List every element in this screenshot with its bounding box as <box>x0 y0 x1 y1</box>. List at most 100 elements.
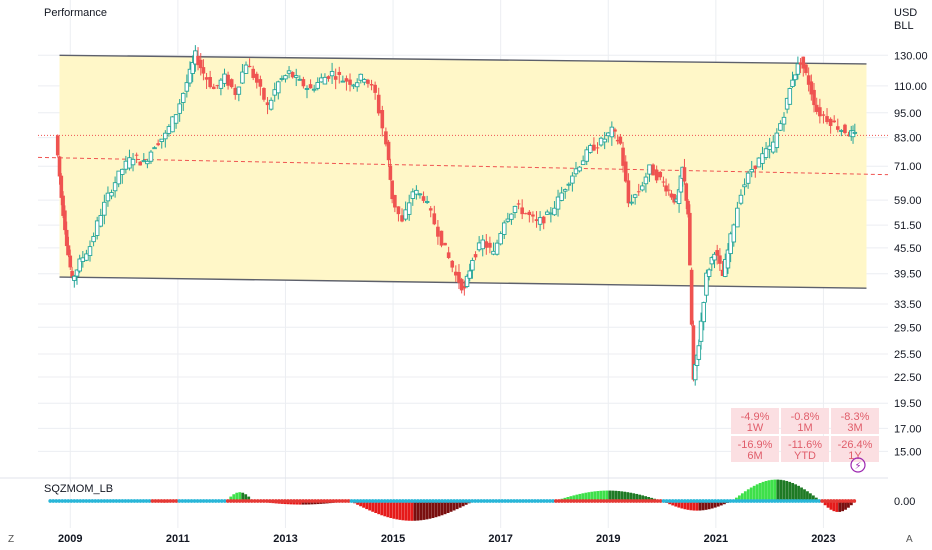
level-lines <box>37 134 889 176</box>
squeeze-dot <box>313 499 318 503</box>
candle-body <box>138 161 143 166</box>
squeeze-dot <box>589 499 594 503</box>
candle-body <box>362 79 367 83</box>
squeeze-dot <box>625 499 630 503</box>
candle-body <box>177 103 182 114</box>
momentum-bar <box>398 501 402 520</box>
squeeze-dot <box>69 499 74 503</box>
candle-body <box>236 86 242 95</box>
candle-body <box>308 84 313 89</box>
squeeze-dot <box>658 499 663 503</box>
squeeze-dot <box>201 499 206 503</box>
candle-body <box>715 250 719 256</box>
candle-body <box>98 215 104 227</box>
squeeze-dot <box>601 499 606 503</box>
time-axis[interactable]: 2009 2011 2013 2015 2017 2019 2021 2023 <box>58 533 836 545</box>
candle-body <box>120 168 125 175</box>
candle-body <box>112 182 118 192</box>
squeeze-dot <box>554 499 558 503</box>
momentum-bar <box>392 501 396 519</box>
price-tick-label: 51.50 <box>894 220 922 232</box>
squeeze-dot <box>737 499 742 503</box>
auto-scale-button[interactable]: A <box>906 534 913 545</box>
momentum-bar <box>365 501 369 510</box>
squeeze-dot <box>808 499 813 503</box>
candle-body <box>443 242 447 246</box>
momentum-bar <box>710 501 714 509</box>
squeeze-dot <box>361 499 366 503</box>
candle-body <box>337 71 342 75</box>
momentum-bar <box>238 492 242 501</box>
candle-body <box>801 56 806 69</box>
momentum-bar <box>674 501 678 507</box>
candle-body <box>211 86 216 90</box>
squeeze-dot <box>138 499 143 503</box>
squeeze-dot <box>746 499 751 503</box>
candlestick-series[interactable] <box>55 45 858 386</box>
squeeze-dot <box>84 499 89 503</box>
squeeze-momentum-pane[interactable] <box>48 479 857 521</box>
momentum-bar <box>680 501 684 509</box>
price-axis[interactable]: 130.00 110.00 95.00 83.00 71.00 59.00 51.50 45.… <box>894 50 928 508</box>
squeeze-dot <box>557 499 561 503</box>
candle-body <box>279 77 285 80</box>
candle-body <box>787 88 793 105</box>
momentum-bar <box>767 480 771 501</box>
squeeze-dot <box>280 499 284 503</box>
candle-body <box>613 129 617 132</box>
perf-cell <box>731 436 779 462</box>
candle-body <box>531 214 535 217</box>
squeeze-dot <box>340 499 345 503</box>
squeeze-dot <box>731 499 736 503</box>
squeeze-dot <box>252 499 257 503</box>
candle-body <box>105 192 111 202</box>
momentum-bar <box>749 487 753 501</box>
candle-body <box>462 285 467 289</box>
perf-value: -11.6% <box>788 439 822 451</box>
momentum-bar <box>611 490 615 501</box>
candle-body <box>704 272 709 296</box>
squeeze-dot <box>135 499 140 503</box>
squeeze-dot <box>403 499 408 503</box>
lightning-icon[interactable] <box>850 457 866 473</box>
squeeze-dot <box>485 499 490 503</box>
momentum-bar <box>581 493 585 501</box>
squeeze-dot <box>524 499 528 503</box>
squeeze-dot <box>102 499 107 503</box>
momentum-bar <box>677 501 681 508</box>
zoom-toggle-button[interactable]: Z <box>8 534 14 545</box>
squeeze-dot <box>829 499 833 503</box>
candle-body <box>548 212 554 215</box>
candle-body <box>240 71 245 84</box>
squeeze-dot <box>826 499 830 503</box>
squeeze-dot <box>120 499 125 503</box>
candle-body <box>814 104 819 112</box>
momentum-bar <box>829 501 833 510</box>
momentum-bar <box>713 501 717 508</box>
squeeze-dot <box>761 499 765 503</box>
candle-body <box>792 74 798 81</box>
candle-body <box>268 99 274 110</box>
perf-value: -8.3% <box>841 411 870 423</box>
momentum-bar <box>770 479 774 501</box>
candle-body <box>116 170 121 185</box>
candle-body <box>825 116 829 123</box>
momentum-bar <box>808 493 812 501</box>
candle-body <box>233 87 238 96</box>
price-tick-label: 17.00 <box>894 423 922 435</box>
momentum-bar <box>572 495 576 501</box>
candle-body <box>725 249 731 269</box>
squeeze-dot <box>406 499 411 503</box>
momentum-bar <box>794 484 798 501</box>
squeeze-dot <box>622 499 627 503</box>
candle-body <box>682 167 687 182</box>
squeeze-dot <box>343 499 348 503</box>
squeeze-dot <box>770 499 774 503</box>
squeeze-dot <box>273 499 278 503</box>
candle-body <box>400 215 404 222</box>
candle-body <box>774 132 780 149</box>
squeeze-dot <box>689 499 693 503</box>
candle-body <box>226 74 230 86</box>
candle-body <box>640 185 645 191</box>
